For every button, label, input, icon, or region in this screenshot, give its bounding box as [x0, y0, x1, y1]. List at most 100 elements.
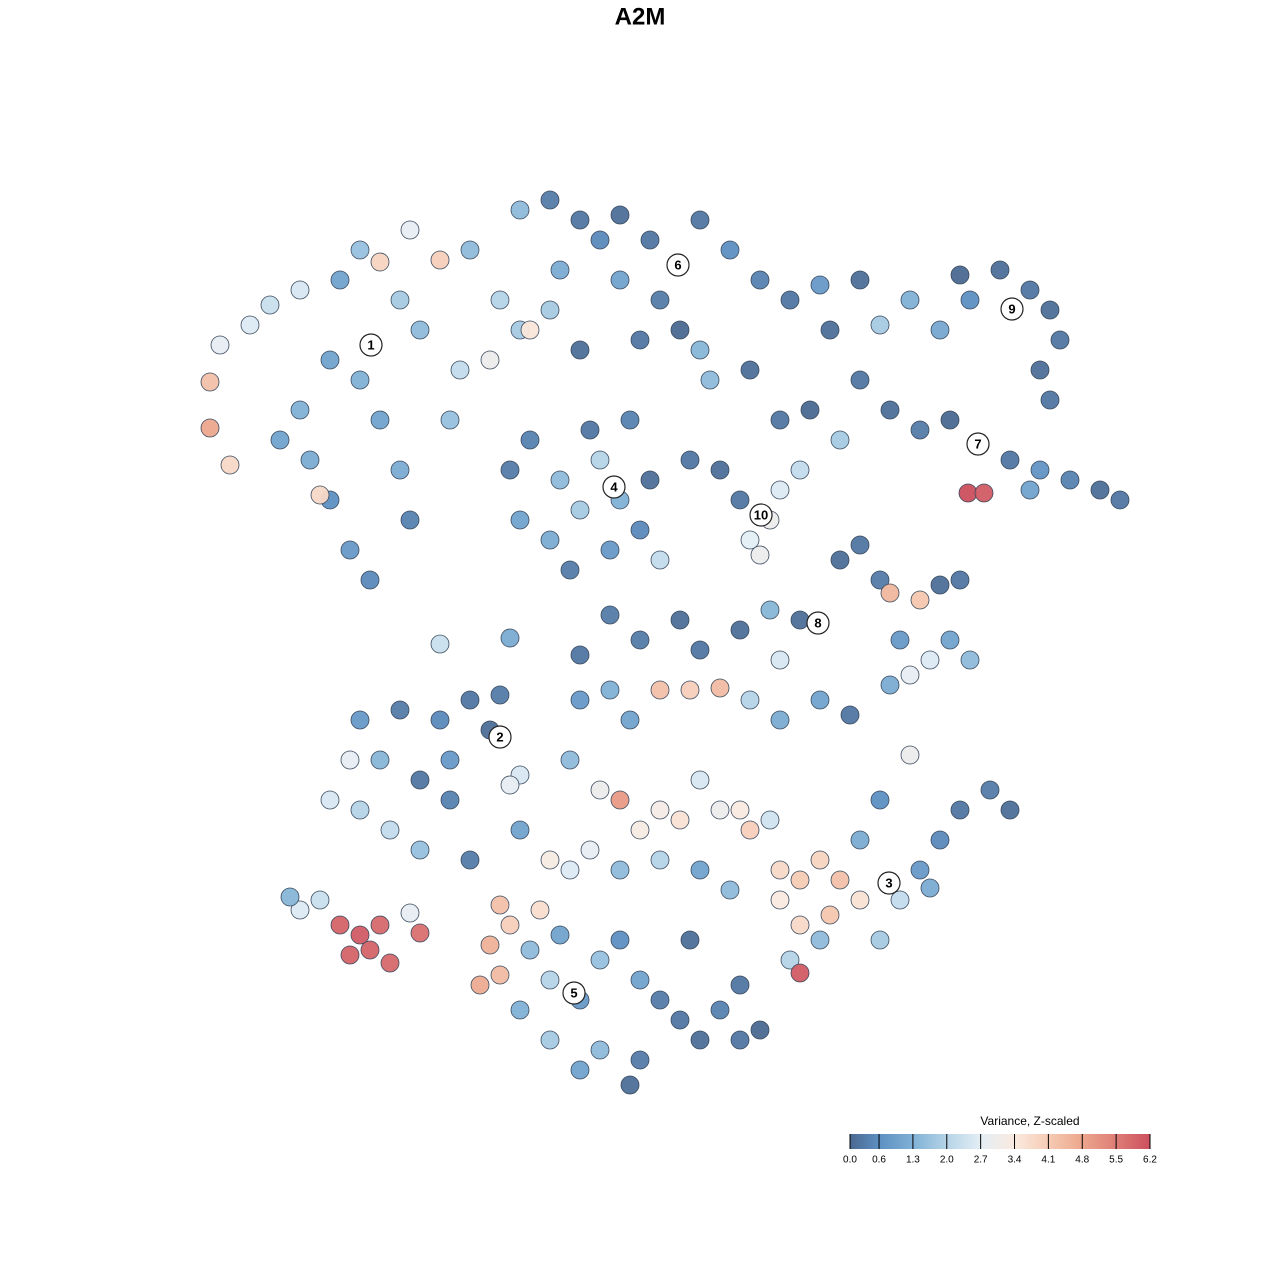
- point: [1020, 480, 1040, 500]
- point: [950, 800, 970, 820]
- point: [520, 940, 540, 960]
- point: [490, 965, 510, 985]
- point: [240, 315, 260, 335]
- point: [590, 1040, 610, 1060]
- point: [610, 790, 630, 810]
- point: [510, 200, 530, 220]
- point: [570, 210, 590, 230]
- point: [500, 460, 520, 480]
- point: [440, 790, 460, 810]
- cluster-label: 1: [367, 337, 374, 352]
- point: [480, 935, 500, 955]
- point: [520, 430, 540, 450]
- point: [290, 280, 310, 300]
- point: [780, 290, 800, 310]
- point: [900, 290, 920, 310]
- point: [670, 1010, 690, 1030]
- point: [850, 370, 870, 390]
- point: [850, 270, 870, 290]
- point: [200, 372, 220, 392]
- point: [540, 300, 560, 320]
- point: [820, 320, 840, 340]
- point: [1110, 490, 1130, 510]
- point: [560, 750, 580, 770]
- point: [400, 510, 420, 530]
- cluster-label: 9: [1008, 301, 1015, 316]
- point: [1030, 460, 1050, 480]
- point: [900, 665, 920, 685]
- point: [430, 634, 450, 654]
- point: [260, 295, 280, 315]
- point: [540, 1030, 560, 1050]
- colorbar-tick-label: 1.3: [906, 1155, 920, 1166]
- point: [1090, 480, 1110, 500]
- point: [440, 410, 460, 430]
- point: [740, 360, 760, 380]
- point: [600, 540, 620, 560]
- point: [370, 750, 390, 770]
- point: [370, 252, 390, 272]
- colorbar: Variance, Z-scaled 0.0 0.6 1.3 2.0 2.7 3.4 4.1…: [843, 1114, 1157, 1165]
- point: [430, 710, 450, 730]
- point: [290, 900, 310, 920]
- point: [670, 610, 690, 630]
- point: [960, 650, 980, 670]
- point: [390, 290, 410, 310]
- point: [870, 315, 890, 335]
- cluster-label: 5: [570, 985, 577, 1000]
- point: [750, 545, 770, 565]
- point: [600, 605, 620, 625]
- point: [770, 480, 790, 500]
- point: [680, 930, 700, 950]
- point: [770, 650, 790, 670]
- point: [280, 887, 300, 907]
- cluster-label-badge: [666, 253, 690, 277]
- point: [620, 1075, 640, 1095]
- colorbar-tick-label: 2.0: [940, 1155, 954, 1166]
- point: [410, 840, 430, 860]
- chart-title: A2M: [615, 3, 666, 30]
- point: [880, 400, 900, 420]
- point: [370, 410, 390, 430]
- point: [650, 290, 670, 310]
- point: [920, 650, 940, 670]
- point: [940, 630, 960, 650]
- point: [1040, 300, 1060, 320]
- point: [1040, 390, 1060, 410]
- colorbar-tick-label: 0.0: [843, 1155, 857, 1166]
- point: [740, 690, 760, 710]
- colorbar-title: Variance, Z-scaled: [980, 1114, 1079, 1128]
- point: [958, 483, 978, 503]
- point: [310, 890, 330, 910]
- point: [340, 540, 360, 560]
- point: [670, 810, 690, 830]
- point: [790, 963, 810, 983]
- point: [960, 290, 980, 310]
- point: [870, 930, 890, 950]
- point: [690, 1030, 710, 1050]
- point: [410, 770, 430, 790]
- point: [770, 890, 790, 910]
- point: [400, 903, 420, 923]
- point: [490, 685, 510, 705]
- point: [200, 418, 220, 438]
- point: [440, 750, 460, 770]
- point: [350, 925, 370, 945]
- point: [540, 850, 560, 870]
- colorbar-tick-label: 5.5: [1109, 1155, 1123, 1166]
- point: [290, 400, 310, 420]
- point: [1060, 470, 1080, 490]
- point: [720, 240, 740, 260]
- point: [360, 940, 380, 960]
- point: [1000, 450, 1020, 470]
- point: [430, 250, 450, 270]
- point: [1020, 280, 1040, 300]
- point: [270, 430, 290, 450]
- point: [210, 335, 230, 355]
- point: [600, 680, 620, 700]
- point: [530, 900, 550, 920]
- colorbar-tick-label: 4.8: [1075, 1155, 1089, 1166]
- point: [750, 270, 770, 290]
- point: [730, 975, 750, 995]
- colorbar-tick-label: 4.1: [1041, 1155, 1055, 1166]
